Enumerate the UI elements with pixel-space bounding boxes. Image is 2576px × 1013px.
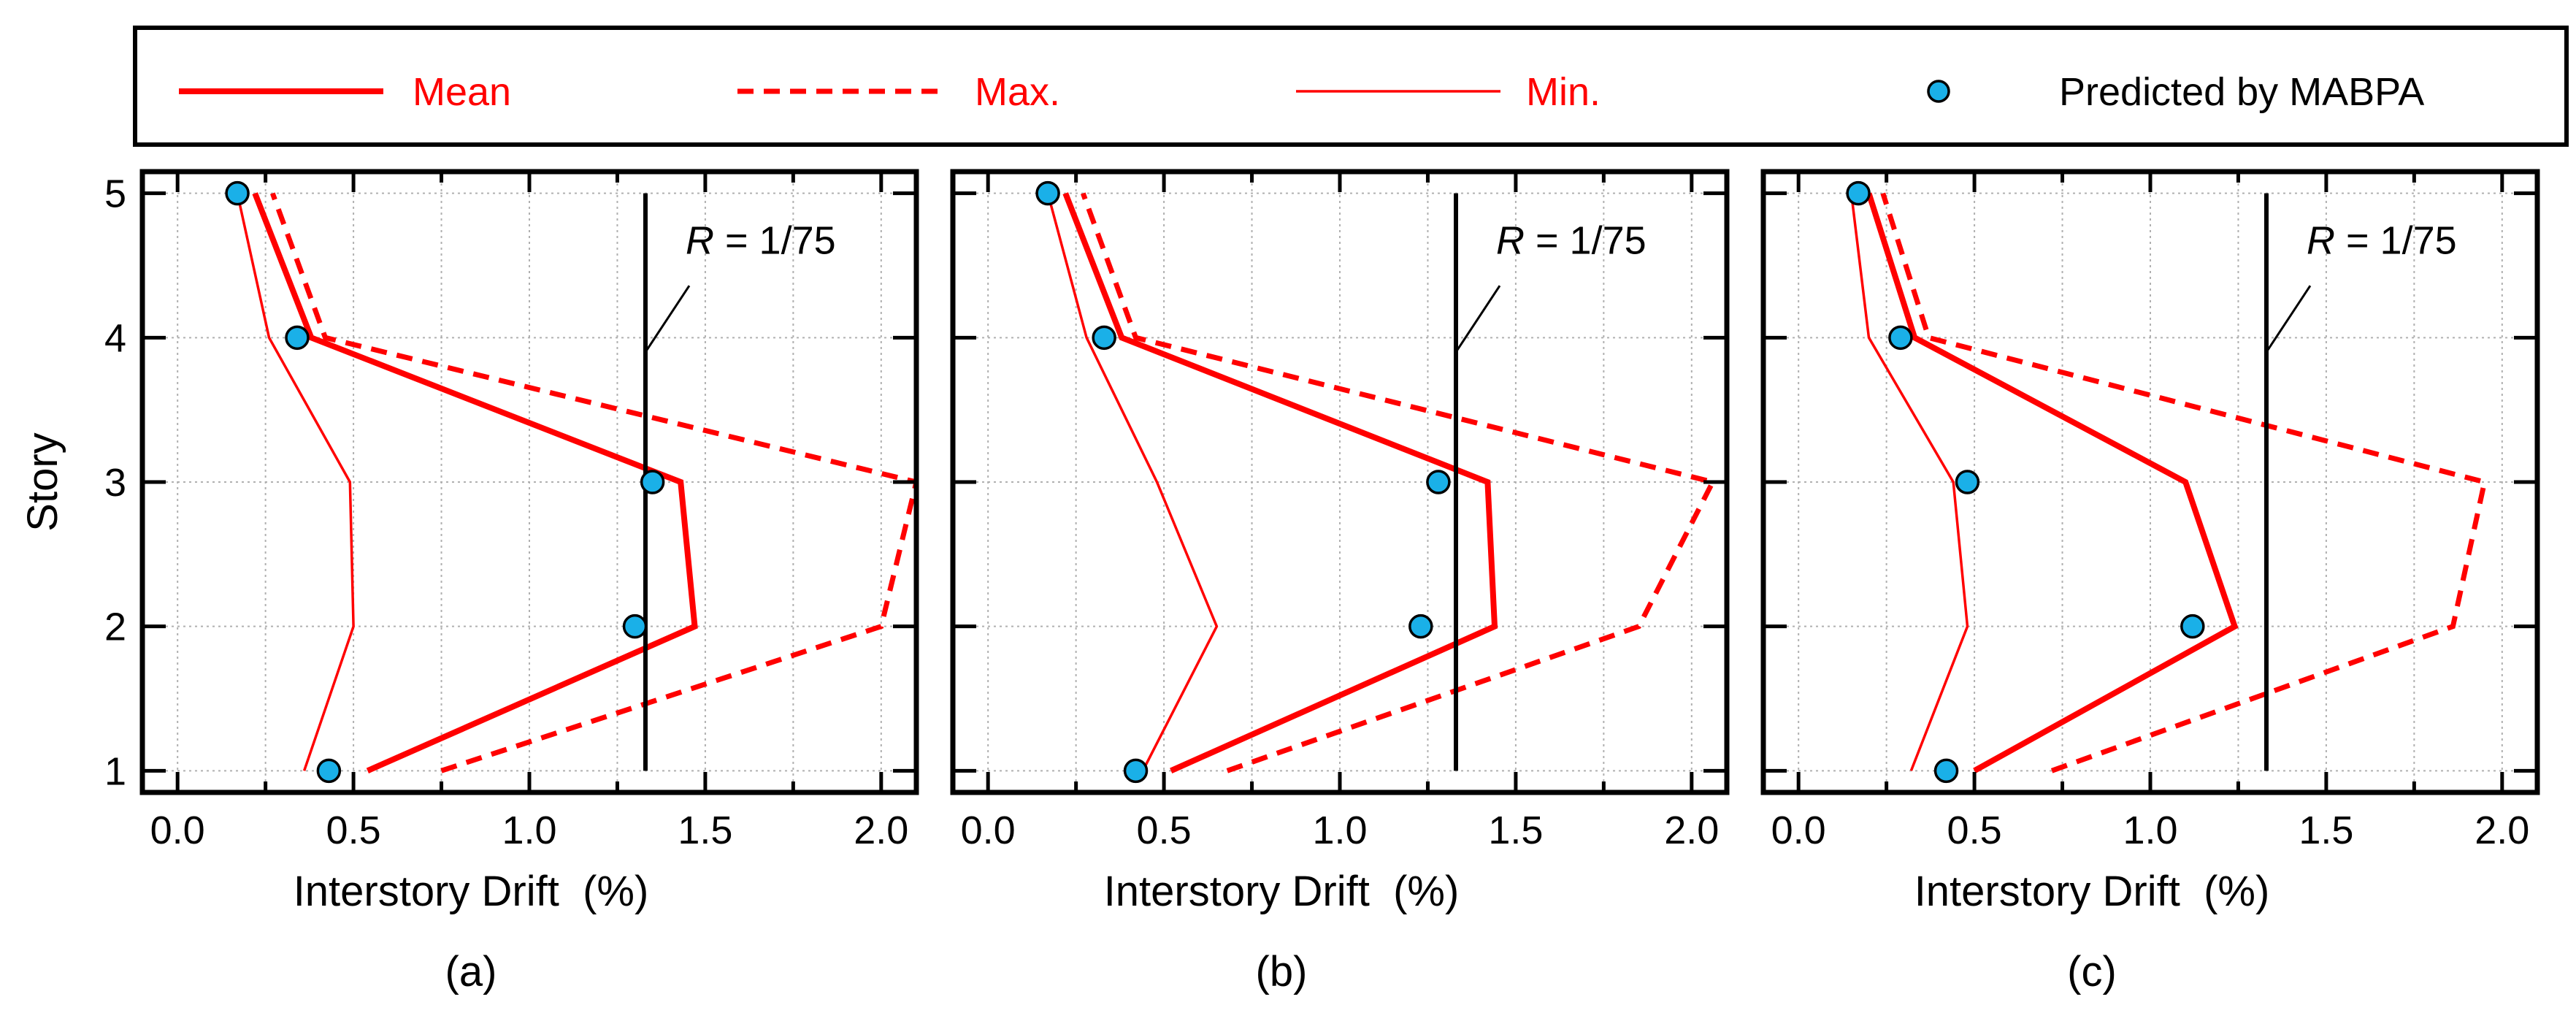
predicted-marker [1035, 180, 1060, 206]
x-tick-label: 2.0 [1664, 809, 1719, 852]
legend-min-label: Min. [1526, 70, 1601, 114]
x-tick-label: 0.5 [1947, 809, 2002, 852]
predicted-marker [1846, 180, 1871, 206]
x-tick-label: 2.0 [2475, 809, 2529, 852]
ticks [1763, 172, 2537, 792]
panel-c: R = 1/75 0.0 0.5 1.0 1.5 2.0 Interstory Drift … [1760, 169, 2540, 995]
x-tick-label: 0.5 [326, 809, 381, 852]
panel-label: (a) [445, 948, 497, 995]
markers [1846, 180, 2205, 784]
predicted-marker [1888, 325, 1913, 351]
x-tick-label: 1.5 [678, 809, 732, 852]
series-lines [1046, 192, 1717, 773]
series-max-line [1081, 192, 1717, 773]
panel-label: (c) [2067, 948, 2117, 995]
series-mean-line [252, 192, 698, 773]
y-tick-label: 5 [104, 172, 126, 216]
reference-annotation: R = 1/75 [2307, 219, 2457, 263]
y-tick-label: 2 [104, 605, 126, 649]
series-min-line [1046, 193, 1219, 772]
x-tick-label: 1.0 [2123, 809, 2177, 852]
legend-mean-label: Mean [413, 70, 511, 114]
y-tick-label: 4 [104, 316, 126, 360]
predicted-marker [622, 613, 648, 639]
series-lines [1849, 192, 2488, 773]
series-min-line [1849, 193, 1969, 771]
x-axis-label: Interstory Drift (%) [294, 868, 649, 915]
series-lines [236, 192, 916, 773]
reference-leader [2265, 285, 2312, 353]
panel-b: R = 1/75 0.0 0.5 1.0 1.5 2.0 Interstory Drift … [950, 169, 1730, 995]
series-max-line [270, 192, 916, 773]
x-tick-label: 0.0 [1771, 809, 1826, 852]
panel-label: (b) [1256, 948, 1308, 995]
predicted-marker [1092, 325, 1116, 351]
predicted-marker [316, 758, 342, 784]
series-max-line [1880, 192, 2488, 773]
x-tick-label: 1.5 [2299, 809, 2353, 852]
predicted-marker [225, 180, 250, 206]
panel-a: R = 1/75 0.0 0.5 1.0 1.5 2.0 1 2 3 4 5 Interstory D… [19, 169, 919, 995]
predicted-marker [1123, 758, 1149, 784]
predicted-marker [1408, 613, 1433, 639]
series-mean-line [1062, 192, 1498, 773]
predicted-marker [1426, 470, 1451, 494]
x-tick-label: 0.5 [1137, 809, 1192, 852]
legend-predicted-by-mabpa-label: Predicted by MABPA [2059, 70, 2424, 114]
reference-leader [1454, 285, 1501, 353]
chart-panels: R = 1/75 0.0 0.5 1.0 1.5 2.0 1 2 3 4 5 Interstory D… [19, 169, 2540, 995]
predicted-marker [2180, 613, 2205, 639]
x-tick-label: 1.5 [1488, 809, 1543, 852]
series-mean-line [1866, 192, 2239, 773]
markers [1035, 180, 1451, 784]
legend-max-label: Max. [975, 70, 1060, 114]
ticks [953, 172, 1727, 792]
y-tick-label: 1 [104, 749, 126, 793]
reference-annotation: R = 1/75 [686, 219, 836, 263]
x-tick-label: 2.0 [854, 809, 908, 852]
y-axis-label: Story [19, 432, 66, 531]
y-tick-label: 3 [104, 461, 126, 505]
gridlines [142, 172, 916, 792]
predicted-marker [640, 470, 665, 494]
legend: Mean Max. Min. Predicted by MABPA [133, 26, 2569, 147]
x-axis-label: Interstory Drift (%) [1914, 868, 2270, 915]
gridlines [953, 172, 1727, 792]
x-tick-label: 0.0 [961, 809, 1016, 852]
x-axis-label: Interstory Drift (%) [1104, 868, 1460, 915]
markers [225, 180, 665, 784]
series-min-line [236, 193, 355, 771]
legend-frame [133, 26, 2569, 147]
predicted-marker [1955, 470, 1980, 494]
gridlines [1763, 172, 2537, 792]
predicted-marker [285, 325, 310, 351]
predicted-marker [1933, 758, 1959, 784]
x-tick-label: 1.0 [502, 809, 556, 852]
ticks [142, 172, 916, 792]
x-tick-label: 1.0 [1312, 809, 1367, 852]
x-tick-label: 0.0 [150, 809, 205, 852]
reference-annotation: R = 1/75 [1496, 219, 1647, 263]
legend-predicted-by-mabpa-marker [1927, 80, 1950, 103]
reference-leader [644, 285, 691, 353]
